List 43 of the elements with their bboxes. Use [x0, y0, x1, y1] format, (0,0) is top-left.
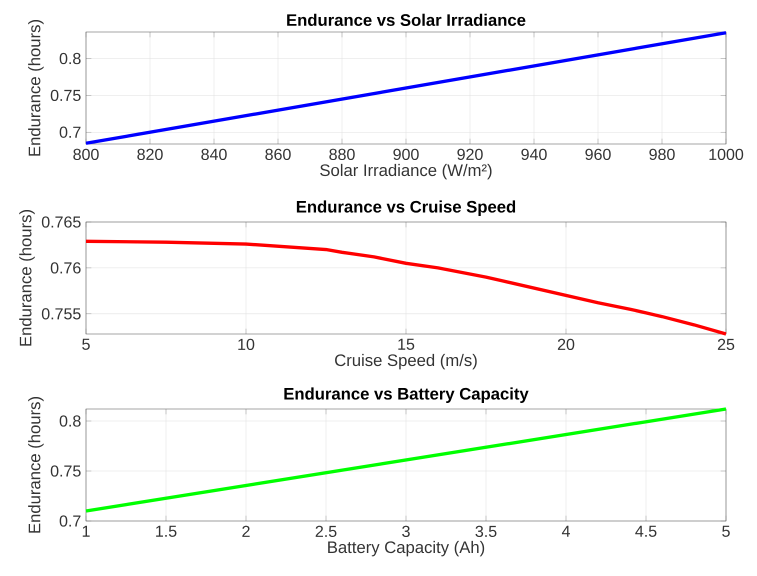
x-tick-label: 25 — [718, 338, 734, 350]
x-axis-title: Battery Capacity (Ah) — [328, 540, 484, 556]
chart-title: Endurance vs Cruise Speed — [296, 200, 516, 216]
x-tick-label: 960 — [585, 148, 611, 160]
y-tick-label: 0.7 — [60, 126, 80, 138]
y-tick-label: 0.755 — [42, 308, 81, 320]
y-tick-label: 0.75 — [50, 465, 81, 477]
y-tick-label: 0.765 — [42, 216, 81, 228]
x-tick-label: 860 — [265, 148, 291, 160]
x-tick-label: 1.5 — [156, 526, 176, 537]
y-tick-label: 0.76 — [50, 262, 81, 274]
x-tick-label: 980 — [649, 148, 675, 160]
y-axis-title: Endurance (hours) — [19, 210, 35, 346]
chart-title: Endurance vs Battery Capacity — [284, 387, 529, 403]
x-tick-label: 4.5 — [635, 526, 656, 537]
y-tick-label: 0.8 — [60, 415, 81, 427]
x-axis-title: Solar Irradiance (W/m²) — [320, 164, 492, 180]
x-tick-label: 920 — [457, 148, 483, 160]
x-tick-label: 20 — [558, 338, 574, 350]
x-tick-label: 10 — [238, 338, 254, 350]
y-tick-label: 0.8 — [60, 52, 81, 64]
y-axis-title: Endurance (hours) — [28, 397, 44, 533]
x-tick-label: 880 — [329, 148, 355, 160]
x-tick-label: 2.5 — [316, 526, 336, 538]
x-tick-label: 840 — [201, 148, 227, 160]
x-tick-label: 3.5 — [475, 526, 496, 538]
x-tick-label: 820 — [137, 148, 163, 160]
x-tick-label: 1000 — [709, 148, 744, 160]
y-tick-label: 0.7 — [60, 515, 80, 527]
x-tick-label: 1 — [82, 526, 90, 537]
x-tick-label: 5 — [722, 526, 730, 537]
y-tick-label: 0.75 — [50, 90, 81, 102]
chart-title: Endurance vs Solar Irradiance — [287, 14, 526, 26]
x-tick-label: 5 — [82, 338, 90, 350]
x-tick-label: 15 — [398, 338, 414, 350]
x-axis-title: Cruise Speed (m/s) — [335, 354, 477, 370]
x-tick-label: 900 — [393, 148, 419, 160]
x-tick-label: 4 — [562, 526, 570, 537]
x-tick-label: 800 — [73, 148, 99, 160]
x-tick-label: 3 — [402, 526, 410, 538]
x-tick-label: 2 — [242, 526, 250, 537]
y-axis-title: Endurance (hours) — [28, 20, 44, 156]
x-tick-label: 940 — [521, 148, 547, 160]
